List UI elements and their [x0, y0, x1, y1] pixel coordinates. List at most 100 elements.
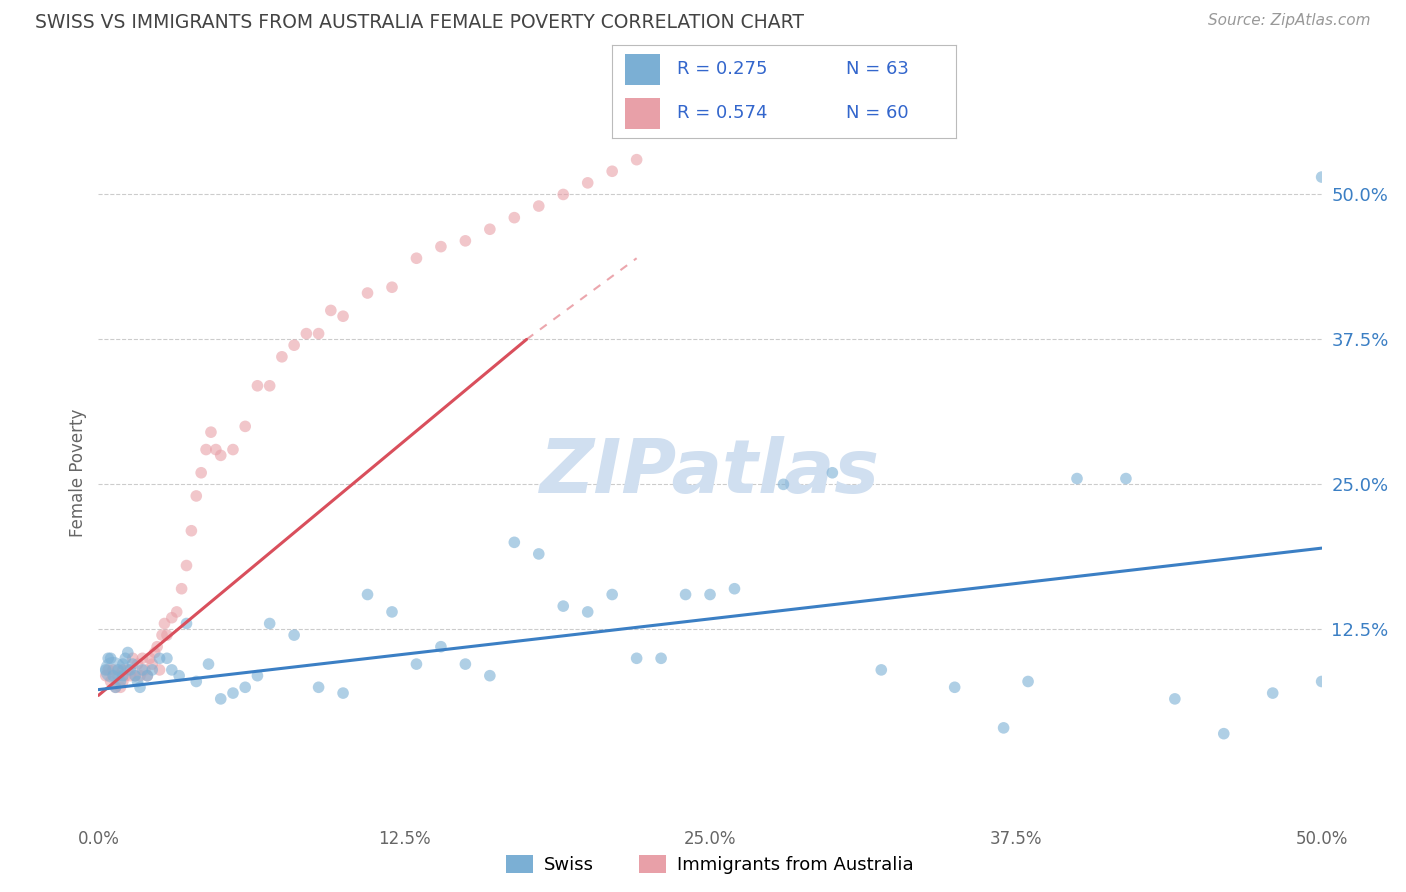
- Point: [283, 628, 305, 642]
- Point: [332, 310, 354, 324]
- Point: [675, 588, 697, 602]
- Point: [1261, 686, 1284, 700]
- Point: [600, 588, 623, 602]
- Point: [110, 674, 132, 689]
- Point: [1212, 726, 1234, 740]
- Point: [430, 240, 453, 254]
- Point: [197, 657, 219, 671]
- Point: [114, 669, 136, 683]
- Text: R = 0.574: R = 0.574: [678, 104, 768, 122]
- Point: [478, 669, 501, 683]
- Point: [131, 663, 153, 677]
- Point: [101, 663, 124, 677]
- Point: [283, 338, 305, 352]
- Point: [295, 326, 318, 341]
- Text: SWISS VS IMMIGRANTS FROM AUSTRALIA FEMALE POVERTY CORRELATION CHART: SWISS VS IMMIGRANTS FROM AUSTRALIA FEMAL…: [35, 13, 804, 32]
- Point: [180, 524, 202, 538]
- Point: [186, 489, 208, 503]
- Point: [114, 651, 136, 665]
- Point: [332, 686, 354, 700]
- Point: [160, 663, 183, 677]
- Point: [101, 669, 124, 683]
- Point: [205, 442, 228, 457]
- Point: [454, 657, 477, 671]
- Point: [97, 663, 120, 677]
- Point: [454, 234, 477, 248]
- Point: [553, 187, 575, 202]
- Point: [319, 303, 342, 318]
- Point: [127, 674, 149, 689]
- Point: [100, 651, 122, 665]
- Point: [139, 651, 162, 665]
- Text: N = 60: N = 60: [846, 104, 908, 122]
- Point: [111, 663, 134, 677]
- Point: [650, 651, 672, 665]
- Point: [94, 663, 117, 677]
- Point: [156, 651, 179, 665]
- Point: [222, 686, 245, 700]
- Point: [100, 674, 122, 689]
- Point: [209, 448, 232, 462]
- Point: [167, 669, 190, 683]
- Text: ZIPatlas: ZIPatlas: [540, 436, 880, 509]
- Point: [176, 558, 198, 573]
- Point: [124, 669, 146, 683]
- Point: [129, 680, 152, 694]
- Point: [1066, 471, 1088, 485]
- Point: [111, 669, 134, 683]
- Point: [209, 692, 232, 706]
- Point: [1164, 692, 1187, 706]
- Point: [723, 582, 745, 596]
- Point: [101, 663, 124, 677]
- Point: [503, 535, 526, 549]
- Point: [190, 466, 212, 480]
- FancyBboxPatch shape: [626, 54, 659, 85]
- Point: [146, 640, 169, 654]
- Point: [478, 222, 501, 236]
- Text: R = 0.275: R = 0.275: [678, 60, 768, 78]
- Point: [141, 663, 163, 677]
- Text: Source: ZipAtlas.com: Source: ZipAtlas.com: [1208, 13, 1371, 29]
- Point: [124, 669, 146, 683]
- Point: [993, 721, 1015, 735]
- Point: [156, 628, 179, 642]
- Text: N = 63: N = 63: [846, 60, 908, 78]
- Point: [94, 669, 117, 683]
- Point: [149, 651, 172, 665]
- Point: [160, 611, 183, 625]
- Point: [503, 211, 526, 225]
- Point: [166, 605, 188, 619]
- Point: [233, 419, 256, 434]
- Point: [104, 680, 127, 694]
- Point: [576, 176, 599, 190]
- Point: [200, 425, 222, 440]
- Point: [405, 657, 427, 671]
- Point: [870, 663, 893, 677]
- Point: [553, 599, 575, 614]
- Point: [97, 651, 120, 665]
- Point: [117, 646, 139, 660]
- Point: [356, 588, 378, 602]
- Point: [136, 669, 159, 683]
- Point: [143, 646, 166, 660]
- Point: [381, 280, 404, 294]
- Point: [381, 605, 404, 619]
- Point: [308, 326, 330, 341]
- Point: [270, 350, 294, 364]
- Point: [626, 651, 648, 665]
- Point: [259, 616, 281, 631]
- Point: [110, 680, 132, 694]
- Point: [170, 582, 193, 596]
- Legend: Swiss, Immigrants from Australia: Swiss, Immigrants from Australia: [499, 847, 921, 881]
- Point: [943, 680, 966, 694]
- Point: [195, 442, 218, 457]
- Point: [626, 153, 648, 167]
- Point: [176, 616, 198, 631]
- Point: [150, 628, 173, 642]
- Point: [405, 252, 427, 266]
- Point: [120, 663, 142, 677]
- Point: [1115, 471, 1137, 485]
- Point: [308, 680, 330, 694]
- Y-axis label: Female Poverty: Female Poverty: [69, 409, 87, 537]
- Point: [222, 442, 245, 457]
